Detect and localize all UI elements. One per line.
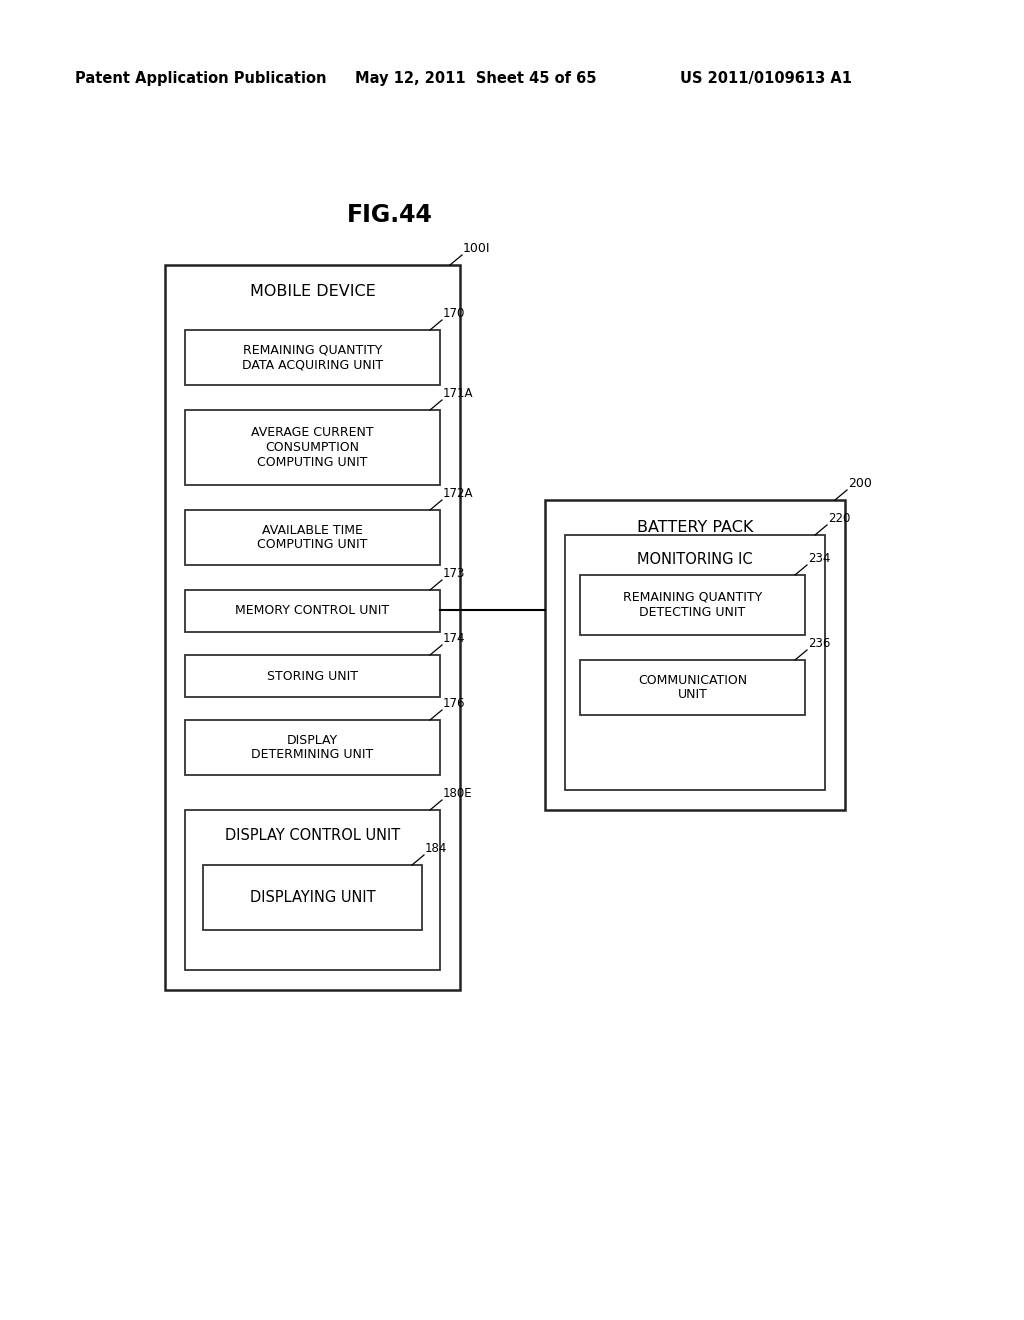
Text: FIG.44: FIG.44 [347, 203, 433, 227]
Bar [165, 265, 460, 990]
Text: 171A: 171A [443, 387, 473, 400]
Bar [545, 500, 845, 810]
Bar [185, 510, 440, 565]
Text: May 12, 2011  Sheet 45 of 65: May 12, 2011 Sheet 45 of 65 [355, 70, 597, 86]
Text: 200: 200 [848, 477, 871, 490]
Text: REMAINING QUANTITY
DETECTING UNIT: REMAINING QUANTITY DETECTING UNIT [623, 591, 762, 619]
Text: 174: 174 [443, 632, 466, 645]
Text: 173: 173 [443, 568, 465, 579]
Text: MOBILE DEVICE: MOBILE DEVICE [250, 285, 376, 300]
Bar [185, 330, 440, 385]
Text: DISPLAY
DETERMINING UNIT: DISPLAY DETERMINING UNIT [251, 734, 374, 762]
Bar [185, 411, 440, 484]
Text: 172A: 172A [443, 487, 473, 500]
Text: Patent Application Publication: Patent Application Publication [75, 70, 327, 86]
Text: DISPLAYING UNIT: DISPLAYING UNIT [250, 890, 376, 906]
Text: BATTERY PACK: BATTERY PACK [637, 520, 754, 535]
Bar [185, 719, 440, 775]
Text: DISPLAY CONTROL UNIT: DISPLAY CONTROL UNIT [225, 828, 400, 842]
Text: MONITORING IC: MONITORING IC [637, 552, 753, 566]
Text: 220: 220 [828, 512, 850, 525]
Text: 184: 184 [425, 842, 447, 855]
Bar [580, 576, 805, 635]
Text: 100I: 100I [463, 242, 490, 255]
Text: MEMORY CONTROL UNIT: MEMORY CONTROL UNIT [236, 605, 389, 618]
Text: 170: 170 [443, 308, 465, 319]
Text: AVERAGE CURRENT
CONSUMPTION
COMPUTING UNIT: AVERAGE CURRENT CONSUMPTION COMPUTING UN… [251, 426, 374, 469]
Text: STORING UNIT: STORING UNIT [267, 669, 358, 682]
Text: US 2011/0109613 A1: US 2011/0109613 A1 [680, 70, 852, 86]
Text: 180E: 180E [443, 787, 473, 800]
Bar [565, 535, 825, 789]
Bar [185, 590, 440, 632]
Text: AVAILABLE TIME
COMPUTING UNIT: AVAILABLE TIME COMPUTING UNIT [257, 524, 368, 552]
Text: 236: 236 [808, 638, 830, 649]
Bar [185, 655, 440, 697]
Text: 234: 234 [808, 552, 830, 565]
Bar [185, 810, 440, 970]
Bar [203, 865, 422, 931]
Text: REMAINING QUANTITY
DATA ACQUIRING UNIT: REMAINING QUANTITY DATA ACQUIRING UNIT [242, 343, 383, 371]
Bar [580, 660, 805, 715]
Text: COMMUNICATION
UNIT: COMMUNICATION UNIT [638, 673, 748, 701]
Text: 176: 176 [443, 697, 466, 710]
